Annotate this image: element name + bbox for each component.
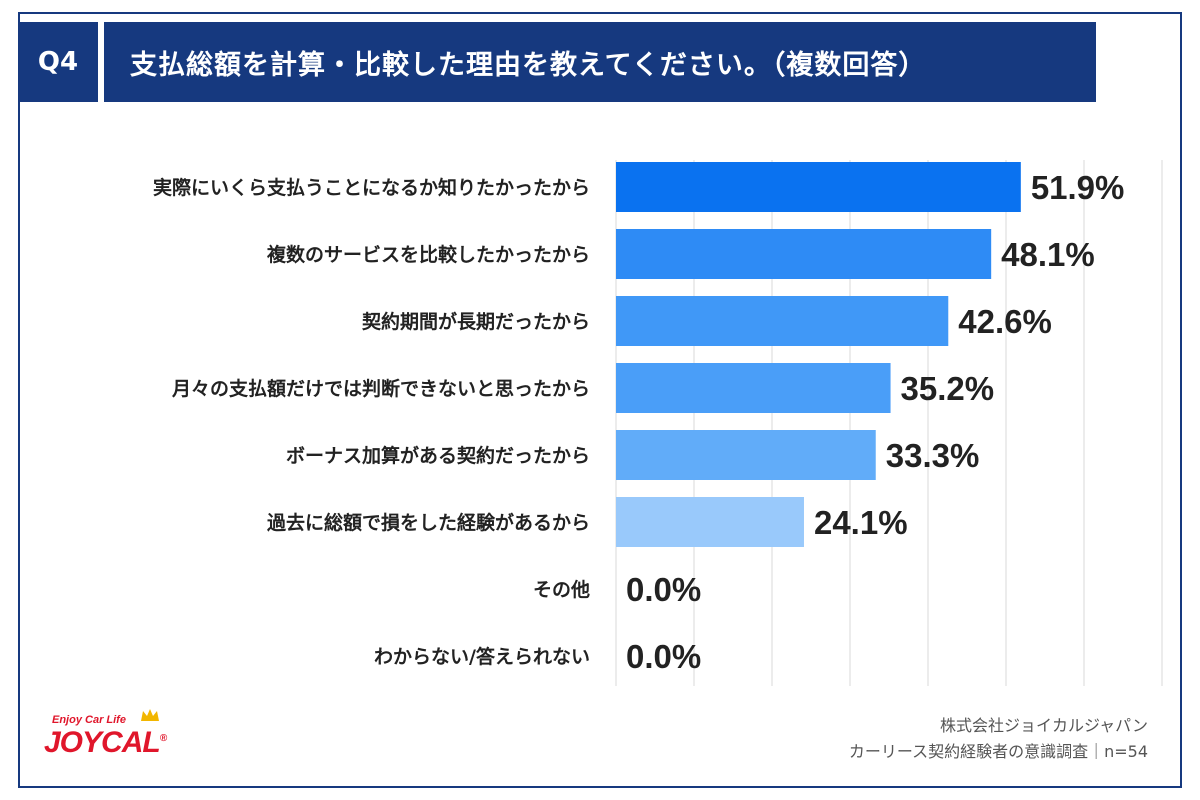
footer-survey: カーリース契約経験者の意識調査｜n=54 (848, 742, 1148, 761)
bar (616, 296, 949, 346)
value-label: 0.0% (626, 571, 701, 608)
category-label: ボーナス加算がある契約だったから (286, 444, 590, 467)
category-label: 実際にいくら支払うことになるか知りたかったから (153, 176, 590, 199)
slide-frame (18, 12, 1182, 788)
question-title: 支払総額を計算・比較した理由を教えてください。（複数回答） (104, 22, 1096, 102)
value-label: 35.2% (901, 370, 995, 407)
bar (616, 363, 891, 413)
bar (616, 430, 876, 480)
footer-company: 株式会社ジョイカルジャパン (939, 716, 1148, 735)
value-label: 48.1% (1001, 236, 1095, 273)
value-label: 24.1% (814, 504, 908, 541)
value-label: 0.0% (626, 638, 701, 675)
category-label: 過去に総額で損をした経験があるから (267, 511, 590, 534)
logo-tagline: Enjoy Car Life (52, 714, 126, 726)
category-label: 複数のサービスを比較したかったから (266, 243, 590, 266)
bar (616, 162, 1021, 212)
logo-brand: JOYCAL® (44, 726, 167, 759)
category-label: 月々の支払額だけでは判断できないと思ったから (171, 377, 590, 400)
value-label: 33.3% (886, 437, 980, 474)
bar (616, 229, 992, 279)
category-label: 契約期間が長期だったから (361, 310, 590, 333)
value-label: 51.9% (1031, 169, 1125, 206)
crown-icon (141, 709, 159, 721)
joycal-logo: Enjoy Car Life JOYCAL® (44, 709, 214, 772)
question-badge: Q4 (18, 22, 98, 102)
category-label: わからない/答えられない (374, 645, 590, 668)
category-label: その他 (533, 578, 590, 601)
bar (616, 497, 804, 547)
value-label: 42.6% (958, 303, 1052, 340)
